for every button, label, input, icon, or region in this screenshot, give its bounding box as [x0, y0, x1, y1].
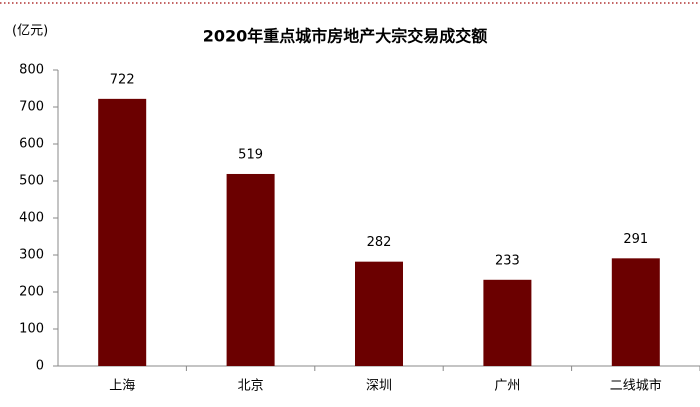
y-tick-label: 800 [19, 63, 44, 78]
x-tick-label: 广州 [494, 379, 520, 394]
bar [611, 258, 660, 366]
y-tick-label: 0 [36, 359, 44, 374]
data-label: 291 [623, 232, 648, 247]
x-tick-label: 上海 [109, 379, 135, 394]
x-tick-label: 深圳 [366, 379, 392, 394]
y-axis-label: (亿元) [12, 24, 48, 39]
bar [355, 261, 403, 366]
y-tick-label: 300 [19, 248, 44, 263]
bar [483, 279, 532, 366]
y-tick-label: 500 [19, 174, 44, 189]
data-label: 519 [238, 147, 263, 162]
y-tick-label: 600 [19, 137, 44, 152]
data-label: 282 [367, 235, 392, 250]
y-tick-label: 100 [19, 322, 44, 337]
data-label: 722 [110, 72, 135, 87]
data-label: 233 [495, 253, 520, 268]
y-tick-label: 400 [19, 211, 44, 226]
bar [226, 173, 275, 366]
y-tick-label: 700 [19, 100, 44, 115]
chart-title: 2020年重点城市房地产大宗交易成交额 [203, 27, 488, 46]
y-tick-label: 200 [19, 285, 44, 300]
x-tick-label: 北京 [238, 379, 264, 394]
x-tick-label: 二线城市 [610, 378, 662, 394]
bar [98, 98, 147, 367]
